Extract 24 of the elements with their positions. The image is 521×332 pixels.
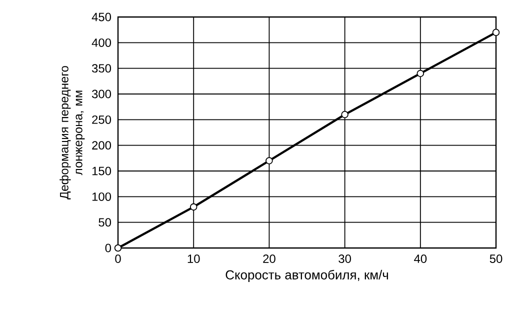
point bbox=[190, 203, 198, 211]
x-axis-title: Скорость автомобиля, км/ч bbox=[226, 270, 388, 282]
x-tick-label: 50 bbox=[490, 254, 502, 263]
y-tick-label: 250 bbox=[92, 115, 112, 124]
y-tick-label: 450 bbox=[92, 12, 112, 22]
point bbox=[416, 70, 424, 78]
x-tick-label: 0 bbox=[115, 254, 121, 263]
y-tick-label: 0 bbox=[105, 244, 112, 252]
point bbox=[492, 28, 500, 36]
y-tick-label: 300 bbox=[92, 90, 112, 98]
y-tick-label: 50 bbox=[98, 218, 112, 227]
y-tick-label: 350 bbox=[92, 64, 112, 73]
y-tick-label: 100 bbox=[92, 192, 112, 201]
x-tick-label: 30 bbox=[338, 254, 351, 263]
y-axis-title: Деформация переднего лонжерона, мм bbox=[60, 66, 85, 200]
x-tick-label: 40 bbox=[414, 254, 427, 263]
point bbox=[266, 157, 273, 164]
y-tick-label: 150 bbox=[92, 166, 112, 176]
x-tick-label: 20 bbox=[263, 254, 276, 263]
x-tick-label: 10 bbox=[188, 254, 200, 263]
point bbox=[341, 110, 348, 118]
y-tick-label: 400 bbox=[92, 38, 112, 47]
point bbox=[114, 244, 122, 252]
y-tick-label: 200 bbox=[92, 141, 112, 150]
